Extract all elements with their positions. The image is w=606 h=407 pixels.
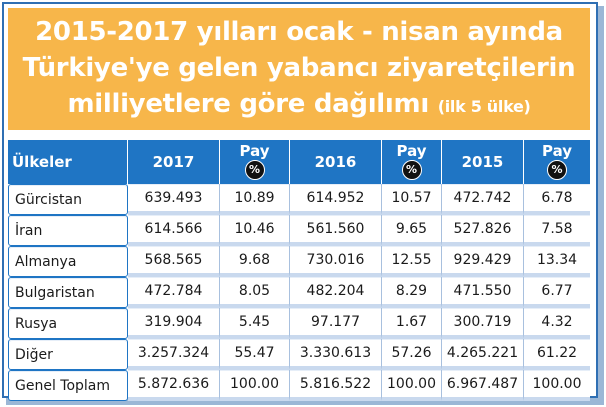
title-line-3-sub: (ilk 5 ülke) [437,96,531,116]
cell-2017: 5.872.636 [128,370,220,401]
cell-2016: 97.177 [290,308,382,339]
cell-pay-2017: 55.47 [220,339,290,370]
cell-2017: 639.493 [128,184,220,215]
cell-2016: 3.330.613 [290,339,382,370]
cell-pay-2017: 9.68 [220,246,290,277]
title-box: 2015-2017 yılları ocak - nisan ayında Tü… [8,8,590,130]
cell-2017: 319.904 [128,308,220,339]
cell-2015: 527.826 [442,215,524,246]
cell-pay-2017: 10.46 [220,215,290,246]
cell-country: İran [8,215,128,246]
table-row: İran 614.566 10.46 561.560 9.65 527.826 … [8,215,590,246]
cell-2016: 482.204 [290,277,382,308]
cell-pay-2017: 10.89 [220,184,290,215]
cell-pay-2016: 12.55 [382,246,442,277]
cell-country: Genel Toplam [8,370,128,401]
cell-country: Almanya [8,246,128,277]
cell-pay-2015: 6.78 [524,184,590,215]
table-row: Almanya 568.565 9.68 730.016 12.55 929.4… [8,246,590,277]
cell-2015: 929.429 [442,246,524,277]
table-row: Rusya 319.904 5.45 97.177 1.67 300.719 4… [8,308,590,339]
cell-2016: 5.816.522 [290,370,382,401]
cell-pay-2016: 1.67 [382,308,442,339]
table-row: Gürcistan 639.493 10.89 614.952 10.57 47… [8,184,590,215]
cell-pay-2017: 8.05 [220,277,290,308]
cell-pay-2016: 100.00 [382,370,442,401]
cell-pay-2015: 13.34 [524,246,590,277]
cell-pay-2015: 6.77 [524,277,590,308]
cell-pay-2016: 9.65 [382,215,442,246]
header-country: Ülkeler [8,140,128,184]
title-line-3: milliyetlere göre dağılımı (ilk 5 ülke) [67,86,530,125]
cell-2015: 6.967.487 [442,370,524,401]
cell-2015: 471.550 [442,277,524,308]
cell-2017: 614.566 [128,215,220,246]
cell-pay-2016: 8.29 [382,277,442,308]
cell-pay-2015: 61.22 [524,339,590,370]
table-row-total: Genel Toplam 5.872.636 100.00 5.816.522 … [8,370,590,401]
header-pay-label: Pay [239,142,270,160]
title-line-2: Türkiye'ye gelen yabancı ziyaretçilerin [22,52,576,83]
header-row: Ülkeler 2017 Pay % 2016 Pay % 2015 Pay % [8,140,590,184]
header-pay-label: Pay [541,142,573,160]
title-line-1: 2015-2017 yılları ocak - nisan ayında [35,16,563,47]
header-pay-2015: Pay % [524,140,590,184]
header-pay-label: Pay [396,142,427,160]
cell-2017: 3.257.324 [128,339,220,370]
cell-2017: 568.565 [128,246,220,277]
cell-2016: 730.016 [290,246,382,277]
percent-icon: % [401,160,422,180]
cell-pay-2015: 7.58 [524,215,590,246]
cell-2017: 472.784 [128,277,220,308]
cell-country: Bulgaristan [8,277,128,308]
cell-pay-2016: 57.26 [382,339,442,370]
header-2016: 2016 [290,140,382,184]
header-2017: 2017 [128,140,220,184]
title-line-3-main: milliyetlere göre dağılımı [67,88,429,119]
percent-icon: % [547,160,567,180]
table-row: Diğer 3.257.324 55.47 3.330.613 57.26 4.… [8,339,590,370]
cell-pay-2017: 5.45 [220,308,290,339]
cell-pay-2015: 100.00 [524,370,590,401]
cell-2016: 614.952 [290,184,382,215]
cell-country: Gürcistan [8,184,128,215]
header-pay-2016: Pay % [382,140,442,184]
cell-pay-2015: 4.32 [524,308,590,339]
header-pay-2017: Pay % [220,140,290,184]
visitors-table: Ülkeler 2017 Pay % 2016 Pay % 2015 Pay % [8,140,590,401]
cell-pay-2017: 100.00 [220,370,290,401]
cell-2016: 561.560 [290,215,382,246]
cell-country: Rusya [8,308,128,339]
table-row: Bulgaristan 472.784 8.05 482.204 8.29 47… [8,277,590,308]
header-2015: 2015 [442,140,524,184]
cell-pay-2016: 10.57 [382,184,442,215]
cell-country: Diğer [8,339,128,370]
cell-2015: 300.719 [442,308,524,339]
cell-2015: 472.742 [442,184,524,215]
percent-icon: % [244,160,265,180]
cell-2015: 4.265.221 [442,339,524,370]
